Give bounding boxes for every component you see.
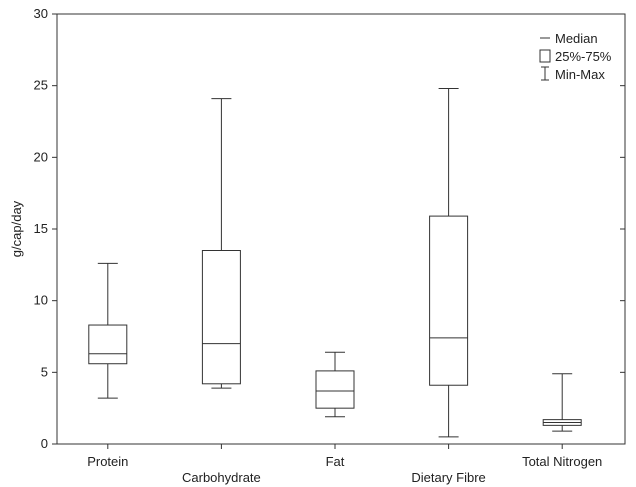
- box-fat: [315, 351, 355, 418]
- legend-iqr-swatch: [539, 49, 551, 63]
- y-tick-label: 0: [41, 436, 48, 451]
- box-carbohydrate: [201, 98, 241, 389]
- legend-range-label: Min-Max: [555, 67, 605, 82]
- box-protein: [88, 262, 128, 399]
- iqr-box: [88, 324, 128, 365]
- y-tick-label: 20: [34, 149, 48, 164]
- y-tick-label: 15: [34, 221, 48, 236]
- y-tick-label: 25: [34, 78, 48, 93]
- x-axis-category-labels: Protein Carbohydrate Fat Dietary Fibre Total…: [87, 444, 602, 485]
- iqr-box: [315, 370, 355, 409]
- box-series-group: [88, 88, 582, 438]
- iqr-box: [429, 215, 469, 386]
- legend-iqr-label: 25%-75%: [555, 49, 612, 64]
- legend-range-swatch: [541, 66, 549, 81]
- y-tick-label: 30: [34, 6, 48, 21]
- box-dietary-fibre: [429, 88, 469, 438]
- x-category-label: Carbohydrate: [182, 470, 261, 485]
- legend-median-label: Median: [555, 31, 598, 46]
- y-axis-title: g/cap/day: [9, 200, 24, 257]
- x-category-label: Total Nitrogen: [522, 454, 602, 469]
- legend: Median 25%-75% Min-Max: [539, 31, 612, 82]
- y-tick-label: 10: [34, 293, 48, 308]
- y-tick-label: 5: [41, 364, 48, 379]
- y-axis: 0 5 10 15 20 25 30: [34, 6, 625, 451]
- box-total-nitrogen: [542, 373, 582, 432]
- x-category-label: Protein: [87, 454, 128, 469]
- x-category-label: Dietary Fibre: [411, 470, 485, 485]
- iqr-box: [201, 250, 241, 385]
- x-category-label: Fat: [326, 454, 345, 469]
